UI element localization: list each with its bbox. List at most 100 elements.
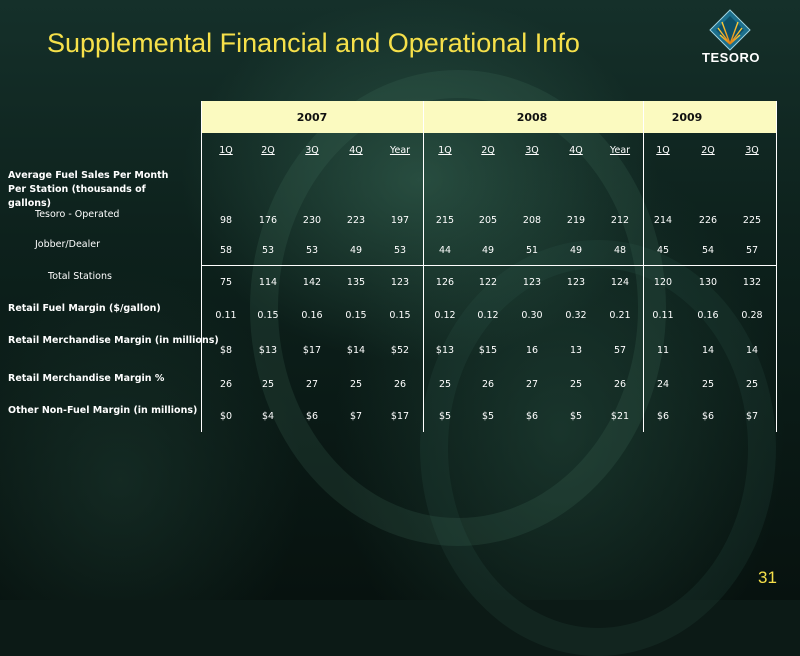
table-cell: 13 [569,345,583,356]
table-cell: 25 [261,379,275,390]
table-cell: 0.30 [521,310,543,321]
table-cell: 26 [481,379,495,390]
table-cell: $6 [525,411,539,422]
table-cell: 58 [219,245,233,256]
table-cell: 126 [435,277,455,288]
table-cell: 215 [435,215,455,226]
table-cell: 223 [346,215,366,226]
page-number: 31 [758,568,777,587]
table-cell: 26 [219,379,233,390]
table-cell: 25 [569,379,583,390]
column-header: 2Q [701,145,715,156]
table-cell: 98 [219,215,233,226]
table-cell: 57 [745,245,759,256]
table-cell: 214 [653,215,673,226]
table-cell: $6 [656,411,670,422]
row-label-other-non-fuel-margin: Other Non-Fuel Margin (in millions) [8,405,198,416]
table-cell: 54 [701,245,715,256]
table-cell: 0.11 [652,310,674,321]
table-cell: 26 [393,379,407,390]
table-cell: 176 [258,215,278,226]
table-cell: $21 [610,411,630,422]
table-cell: 120 [653,277,673,288]
table-cell: 0.16 [697,310,719,321]
column-header: 2Q [481,145,495,156]
table-cell: 0.21 [609,310,631,321]
table-cell: 57 [613,345,627,356]
table-cell: 197 [390,215,410,226]
table-cell: 53 [393,245,407,256]
table-cell: 208 [522,215,542,226]
table-cell: $6 [701,411,715,422]
table-cell: 53 [305,245,319,256]
table-cell: 45 [656,245,670,256]
column-header: 3Q [525,145,539,156]
table-cell: $6 [305,411,319,422]
column-header: Year [389,145,411,156]
table-cell: 25 [349,379,363,390]
table-cell: 0.15 [257,310,279,321]
table-cell: $14 [346,345,366,356]
table-cell: 14 [745,345,759,356]
table-separator [201,265,777,266]
column-header: 1Q [438,145,452,156]
column-divider [423,101,424,432]
table-cell: 48 [613,245,627,256]
table-cell: 122 [478,277,498,288]
table-cell: $7 [745,411,759,422]
table-cell: $15 [478,345,498,356]
table-cell: $5 [569,411,583,422]
table-cell: 205 [478,215,498,226]
table-cell: 51 [525,245,539,256]
table-cell: $5 [481,411,495,422]
table-cell: 0.16 [301,310,323,321]
table-cell: $13 [435,345,455,356]
table-cell: 44 [438,245,452,256]
table-cell: 53 [261,245,275,256]
table-cell: 226 [698,215,718,226]
tesoro-diamond-logo-icon [709,9,751,51]
table-cell: 14 [701,345,715,356]
table-cell: 0.12 [434,310,456,321]
row-label-retail-merch-margin-pct: Retail Merchandise Margin % [8,373,165,384]
table-cell: 11 [656,345,670,356]
table-cell: 25 [438,379,452,390]
table-cell: 0.32 [565,310,587,321]
table-cell: 0.15 [389,310,411,321]
table-cell: 124 [610,277,630,288]
table-cell: $5 [438,411,452,422]
table-cell: 49 [569,245,583,256]
table-cell: 212 [610,215,630,226]
table-cell: $17 [390,411,410,422]
table-cell: 0.12 [477,310,499,321]
column-header: 1Q [656,145,670,156]
row-label-retail-fuel-margin: Retail Fuel Margin ($/gallon) [8,303,161,314]
row-label-retail-merch-margin: Retail Merchandise Margin (in millions) [8,335,219,346]
section-label-fuel-sales: Average Fuel Sales Per Month Per Station… [8,170,169,209]
table-cell: $7 [349,411,363,422]
table-cell: 25 [701,379,715,390]
column-header: Year [609,145,631,156]
table-cell: 225 [742,215,762,226]
table-cell: 27 [525,379,539,390]
table-cell: 132 [742,277,762,288]
table-cell: 24 [656,379,670,390]
table-cell: 219 [566,215,586,226]
table-cell: 123 [566,277,586,288]
table-cell: 142 [302,277,322,288]
table-cell: 135 [346,277,366,288]
table-cell: 0.11 [215,310,237,321]
year-header-2007: 2007 [296,111,328,124]
table-cell: $4 [261,411,275,422]
table-cell: 230 [302,215,322,226]
table-cell: 27 [305,379,319,390]
column-divider [643,101,644,432]
row-label-total-stations: Total Stations [48,271,112,282]
table-cell: 49 [481,245,495,256]
column-header: 3Q [745,145,759,156]
row-label-tesoro-operated: Tesoro - Operated [35,209,120,220]
table-cell: 123 [390,277,410,288]
table-cell: 0.28 [741,310,763,321]
table-cell: 130 [698,277,718,288]
column-header: 3Q [305,145,319,156]
